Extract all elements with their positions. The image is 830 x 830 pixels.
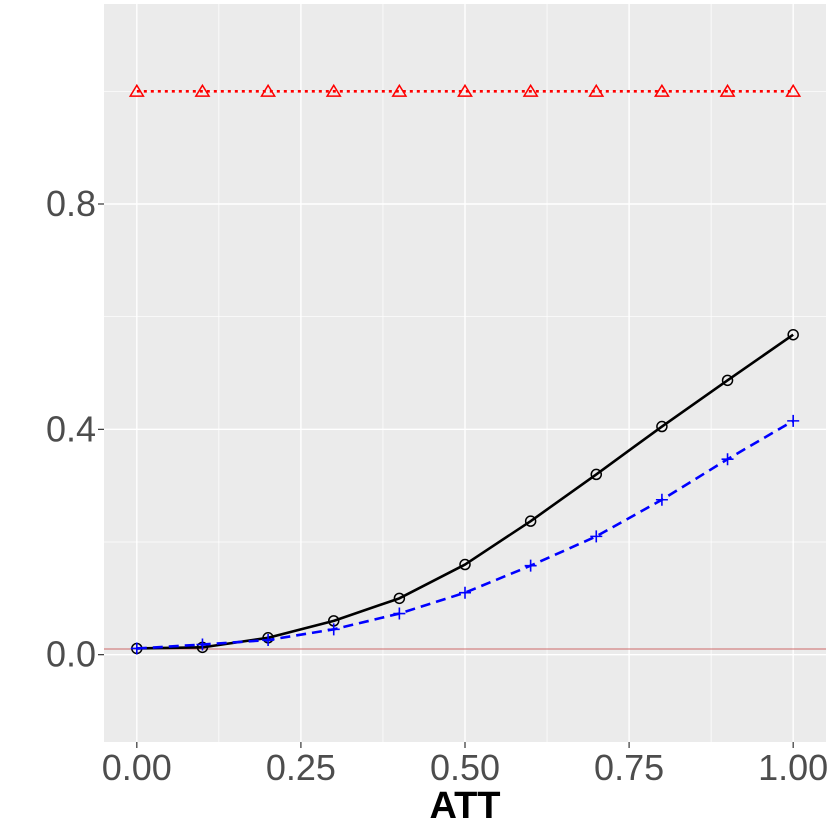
series-2 [130, 414, 800, 655]
series-1-line [136, 333, 794, 650]
series-0-point-9 [719, 83, 736, 97]
series-group [128, 83, 802, 655]
y-tick-label-0: 0.0 [46, 634, 96, 675]
series-2-point-6 [524, 559, 537, 572]
axes-group: 0.00 0.25 0.50 0.75 1.00 0.0 0.4 0.8 [46, 183, 828, 788]
series-1-point-7 [590, 468, 603, 481]
x-tick-label-2: 0.50 [430, 747, 500, 788]
series-0 [128, 83, 802, 97]
series-0-point-10 [785, 83, 802, 97]
series-0-point-1 [194, 83, 211, 97]
series-0-point-6 [522, 83, 539, 97]
series-0-point-8 [653, 83, 670, 97]
series-2-point-10 [787, 414, 800, 427]
series-1-point-9 [721, 374, 734, 387]
series-2-point-5 [459, 586, 471, 599]
series-2-point-2 [262, 634, 275, 647]
x-tick-label-0: 0.00 [102, 747, 172, 788]
x-tick-label-3: 0.75 [594, 747, 664, 788]
series-2-line [136, 419, 794, 650]
grid-major [104, 4, 826, 742]
series-1-point-6 [524, 515, 537, 527]
series-0-point-2 [260, 83, 277, 97]
series-0-point-4 [391, 83, 408, 97]
series-1-point-5 [459, 558, 471, 571]
series-2-point-1 [196, 638, 209, 651]
x-axis-title: ATT [429, 785, 500, 827]
series-0-point-0 [128, 83, 145, 97]
series-2-point-4 [393, 607, 406, 620]
y-tick-label-2: 0.8 [46, 183, 96, 224]
series-2-point-8 [655, 493, 668, 506]
series-2-point-3 [327, 623, 340, 636]
series-2-point-0 [130, 642, 143, 655]
series-2-point-7 [590, 530, 603, 543]
series-1-point-4 [393, 592, 406, 605]
x-tick-label-4: 1.00 [758, 747, 828, 788]
x-tick-label-1: 0.25 [266, 747, 336, 788]
series-1-point-8 [656, 420, 668, 433]
series-0-point-5 [457, 83, 473, 97]
series-0-point-3 [325, 83, 342, 97]
y-tick-label-1: 0.4 [46, 408, 96, 449]
series-2-point-9 [721, 453, 734, 466]
series-0-point-7 [588, 83, 605, 97]
series-1-point-10 [787, 328, 799, 341]
